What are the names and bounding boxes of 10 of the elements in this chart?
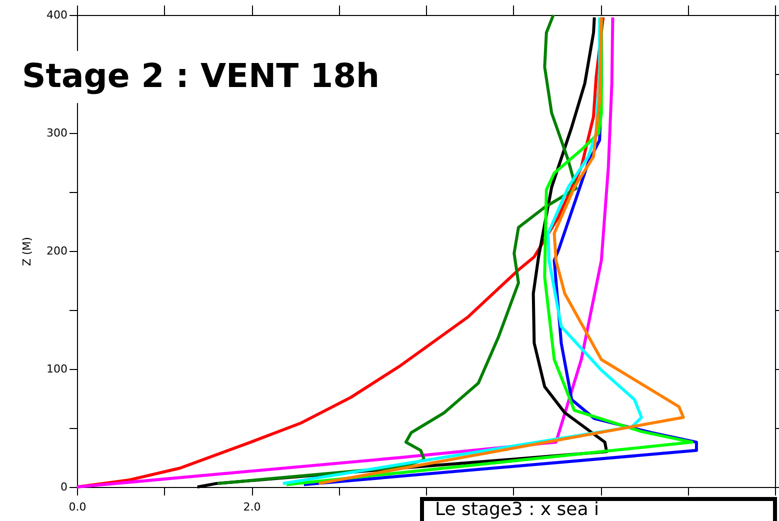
x-tick-label: 2.0 xyxy=(243,500,261,514)
y-tick-label: 0 xyxy=(60,480,68,494)
y-tick-label: 200 xyxy=(46,244,68,258)
text: Le stage3 : x sea i xyxy=(435,499,600,520)
y-tick-label: 100 xyxy=(46,362,68,376)
text: Stage 2 : VENT 18h xyxy=(22,56,380,95)
x-tick-label: 0.0 xyxy=(68,500,86,514)
y-tick-label: 300 xyxy=(46,126,68,140)
y-tick-label: 400 xyxy=(46,8,68,22)
y-axis-title: Z (M) xyxy=(20,236,34,266)
